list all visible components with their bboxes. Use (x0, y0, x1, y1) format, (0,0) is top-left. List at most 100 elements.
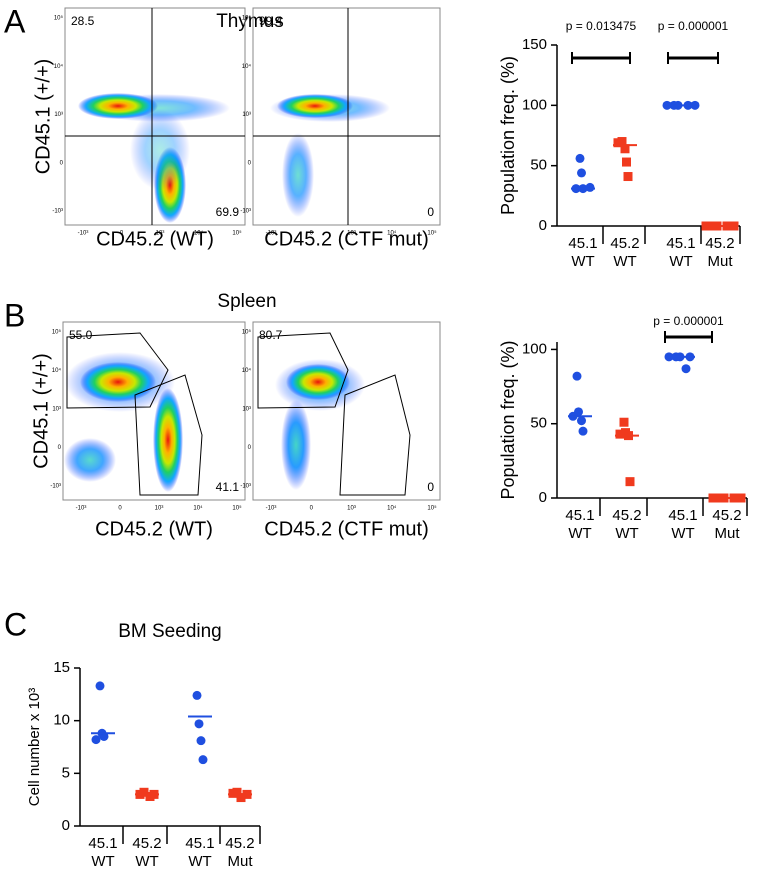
x-tick-label: 45.2 (712, 507, 741, 524)
flow-y-tick: 10⁵ (54, 15, 64, 22)
x-tick-label: 45.2 (132, 835, 161, 852)
x-tick-label: 45.2 (612, 507, 641, 524)
x-tick-label: Mut (227, 853, 253, 870)
flow-x-tick: 0 (310, 506, 314, 512)
flow-y-tick: 10³ (52, 407, 61, 413)
data-point (572, 371, 582, 381)
y-tick-label: 50 (530, 415, 547, 432)
flow-y-tick: -10³ (50, 484, 61, 490)
panel-letter: A (4, 3, 26, 39)
y-tick-label: 0 (539, 217, 547, 234)
flow-y-tick: 10³ (242, 407, 251, 413)
flow-y-label: CD45.1 (+/+) (30, 353, 52, 469)
gate (339, 374, 411, 496)
data-point (577, 168, 586, 178)
panel-letter: B (4, 297, 25, 333)
data-point (236, 793, 246, 803)
flow-y-tick: 10⁴ (52, 367, 62, 374)
x-tick-label: 45.1 (666, 235, 695, 252)
x-tick-label: 45.2 (610, 235, 639, 252)
data-point (192, 690, 202, 700)
x-tick-label: WT (669, 253, 692, 270)
flow-y-tick: 0 (60, 160, 64, 166)
x-tick-label: 45.2 (705, 235, 734, 252)
flow-x-tick: -10³ (78, 231, 89, 237)
flow-y-tick: 0 (58, 445, 62, 451)
x-tick-label: 45.1 (668, 507, 697, 524)
gate-percent: 0 (427, 205, 434, 219)
flow-x-label: CD45.2 (CTF mut) (264, 228, 428, 250)
density-blob (286, 364, 350, 400)
flow-x-label: CD45.2 (WT) (96, 228, 214, 250)
data-point (625, 477, 635, 487)
data-point (623, 172, 633, 182)
gate-percent: 69.9 (216, 205, 240, 219)
x-tick-label: 45.1 (88, 835, 117, 852)
flow-y-tick: 10³ (54, 112, 63, 118)
y-tick-label: 0 (62, 817, 70, 834)
density-blob (153, 388, 183, 492)
data-point (662, 100, 672, 110)
y-axis-label: Population freq. (%) (498, 340, 518, 499)
flow-x-tick: 10³ (155, 506, 164, 512)
data-point (578, 426, 588, 436)
x-tick-label: WT (571, 253, 594, 270)
data-point (620, 144, 630, 154)
data-point (622, 157, 631, 167)
flow-x-tick: 10³ (347, 506, 356, 512)
p-value: p = 0.000001 (658, 19, 729, 33)
data-point (91, 735, 101, 745)
x-tick-label: WT (135, 853, 158, 870)
data-point (664, 352, 674, 362)
data-point (228, 788, 238, 798)
x-tick-label: WT (91, 853, 114, 870)
flow-x-tick: 10⁴ (194, 230, 204, 237)
x-tick-label: WT (671, 525, 694, 542)
density-blob (130, 110, 190, 190)
density-blob (64, 438, 116, 482)
gate-percent: 28.5 (71, 14, 95, 28)
gate-percent: 99.4 (259, 14, 283, 28)
flow-x-tick: -10³ (76, 506, 87, 512)
flow-y-tick: 10⁵ (242, 15, 252, 22)
x-tick-label: Mut (714, 525, 740, 542)
x-tick-label: WT (568, 525, 591, 542)
gate-percent: 0 (427, 480, 434, 494)
y-tick-label: 100 (522, 340, 547, 357)
flow-x-label: CD45.2 (WT) (95, 518, 213, 540)
data-point (701, 221, 711, 231)
y-tick-label: 10 (53, 712, 70, 729)
y-tick-label: 100 (522, 96, 547, 113)
flow-x-tick: 10⁵ (427, 230, 437, 237)
flow-x-tick: 10⁴ (387, 505, 397, 512)
flow-plot-frame (64, 7, 246, 226)
panel-letter: C (4, 606, 27, 642)
flow-title: Thymus (216, 11, 284, 32)
data-point (613, 138, 623, 148)
x-tick-label: Mut (707, 253, 733, 270)
flow-x-tick: 10³ (347, 231, 356, 237)
gate-percent: 55.0 (69, 328, 93, 342)
y-axis-label: Population freq. (%) (498, 56, 518, 215)
data-point (196, 736, 206, 746)
flow-y-tick: 0 (248, 160, 252, 166)
data-point (585, 182, 595, 192)
x-tick-label: 45.2 (225, 835, 254, 852)
gate-percent: 80.7 (259, 328, 283, 342)
flow-x-tick: 10⁵ (427, 505, 437, 512)
flow-y-tick: -10³ (52, 209, 63, 215)
flow-y-tick: 0 (248, 445, 252, 451)
y-tick-label: 150 (522, 36, 547, 53)
data-point (145, 792, 155, 802)
flow-x-tick: 10⁵ (232, 505, 242, 512)
flow-y-label: CD45.1 (+/+) (32, 59, 54, 175)
p-value: p = 0.000001 (653, 314, 724, 328)
flow-y-tick: 10⁴ (242, 63, 252, 70)
flow-y-tick: -10³ (240, 484, 251, 490)
flow-x-tick: 0 (118, 506, 122, 512)
flow-x-tick: 10³ (156, 231, 165, 237)
data-point (736, 493, 746, 503)
y-tick-label: 15 (53, 659, 70, 676)
